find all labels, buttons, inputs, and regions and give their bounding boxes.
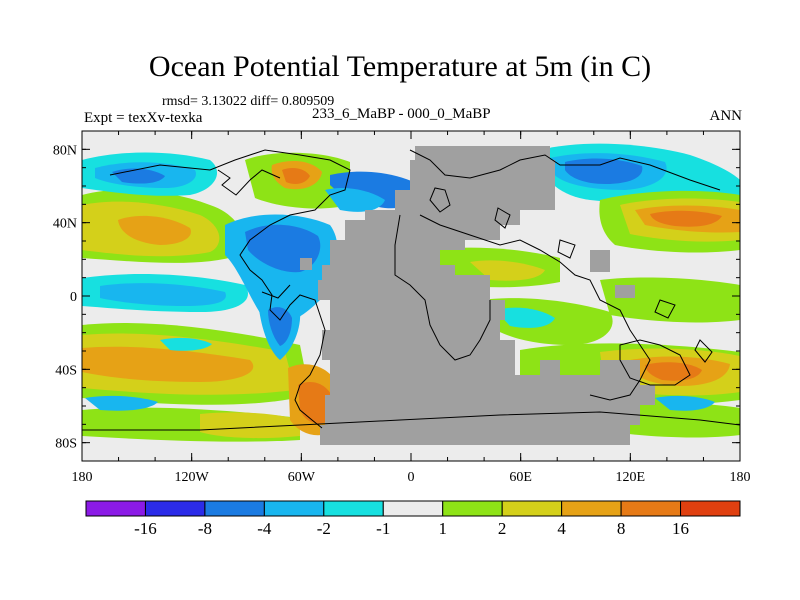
x-tick-label: 60W [288,470,316,485]
colorbar-label: 8 [617,519,626,538]
anomaly-region [282,168,310,184]
anomaly-region [268,307,292,346]
colorbar-swatch [85,500,146,517]
coastline [694,339,713,363]
season-label: ANN [709,108,743,124]
land-mass [300,258,312,270]
colorbar-label: -8 [198,519,212,538]
colorbar-swatch [561,500,622,517]
x-tick-label: 120E [616,470,646,485]
coastline [82,411,740,431]
rmsd-diff-stats: rmsd= 3.13022 diff= 0.809509 [162,94,335,109]
colorbar-swatch [442,500,503,517]
colorbar-swatch [680,500,741,517]
colorbar-swatch [501,500,563,517]
coastline [394,214,491,361]
y-tick-label: 80S [55,437,77,452]
anomaly-region [600,277,740,323]
axis-ticks [81,130,741,462]
colorbar-label: -2 [317,519,331,538]
coastline [619,339,691,386]
anomaly-region [118,215,191,245]
y-tick-label: 0 [70,290,77,305]
colorbar-label: 1 [438,519,447,538]
map-field [82,131,740,461]
colorbar-label: 4 [557,519,566,538]
anomaly-region [160,337,212,351]
x-tick-label: 60E [509,470,532,485]
colorbar-label: 16 [672,519,689,538]
anomaly-region [325,188,385,212]
x-tick-label: 180 [72,470,93,485]
anomaly-region [200,412,300,439]
colorbar-label: 2 [498,519,507,538]
coastline [419,214,651,401]
anomaly-region [85,395,158,411]
plot-title: Ocean Potential Temperature at 5m (in C) [148,50,652,83]
colorbar-label: -1 [376,519,390,538]
y-tick-label: 40N [53,217,77,232]
land-mass [615,285,635,298]
coastline [654,299,676,319]
colorbar-swatch [263,500,325,517]
coastline [217,169,281,196]
anomaly-region [100,283,226,306]
coastlines [82,149,740,431]
experiment-label: Expt = texXv-texka [84,110,203,126]
colorbar-swatch [204,500,265,517]
coastline [261,284,291,299]
y-tick-label: 80N [53,143,77,158]
anomaly-region [655,395,715,411]
colorbar-swatch [144,500,206,517]
coastline [409,149,721,191]
colorbar-swatch [620,500,682,517]
y-tick-label: 40S [55,363,77,378]
coastline [109,149,351,429]
axis-labels: 80N 40N 0 40S 80S 180 120W 60W 0 60E 120E 180 [53,143,751,485]
x-tick-label: 120W [175,470,210,485]
coastline [429,187,451,213]
colorbar: -16 -8 -4 -2 -1 1 2 4 8 16 [85,500,741,538]
colorbar-label: -16 [134,519,157,538]
land-mass [318,146,655,445]
coastline [494,207,511,229]
x-tick-label: 180 [730,470,751,485]
anomaly-region [82,346,254,382]
x-tick-label: 0 [408,470,415,485]
anomaly-region [650,210,722,227]
anomaly-region [298,382,332,424]
coastline [557,239,576,259]
colorbar-label: -4 [257,519,272,538]
experiment-difference-subtitle: 233_6_MaBP - 000_0_MaBP [312,106,491,122]
colorbar-swatch [323,500,384,517]
land-mass [590,250,610,272]
colorbar-swatch [382,500,444,517]
anomaly-region [495,307,555,328]
